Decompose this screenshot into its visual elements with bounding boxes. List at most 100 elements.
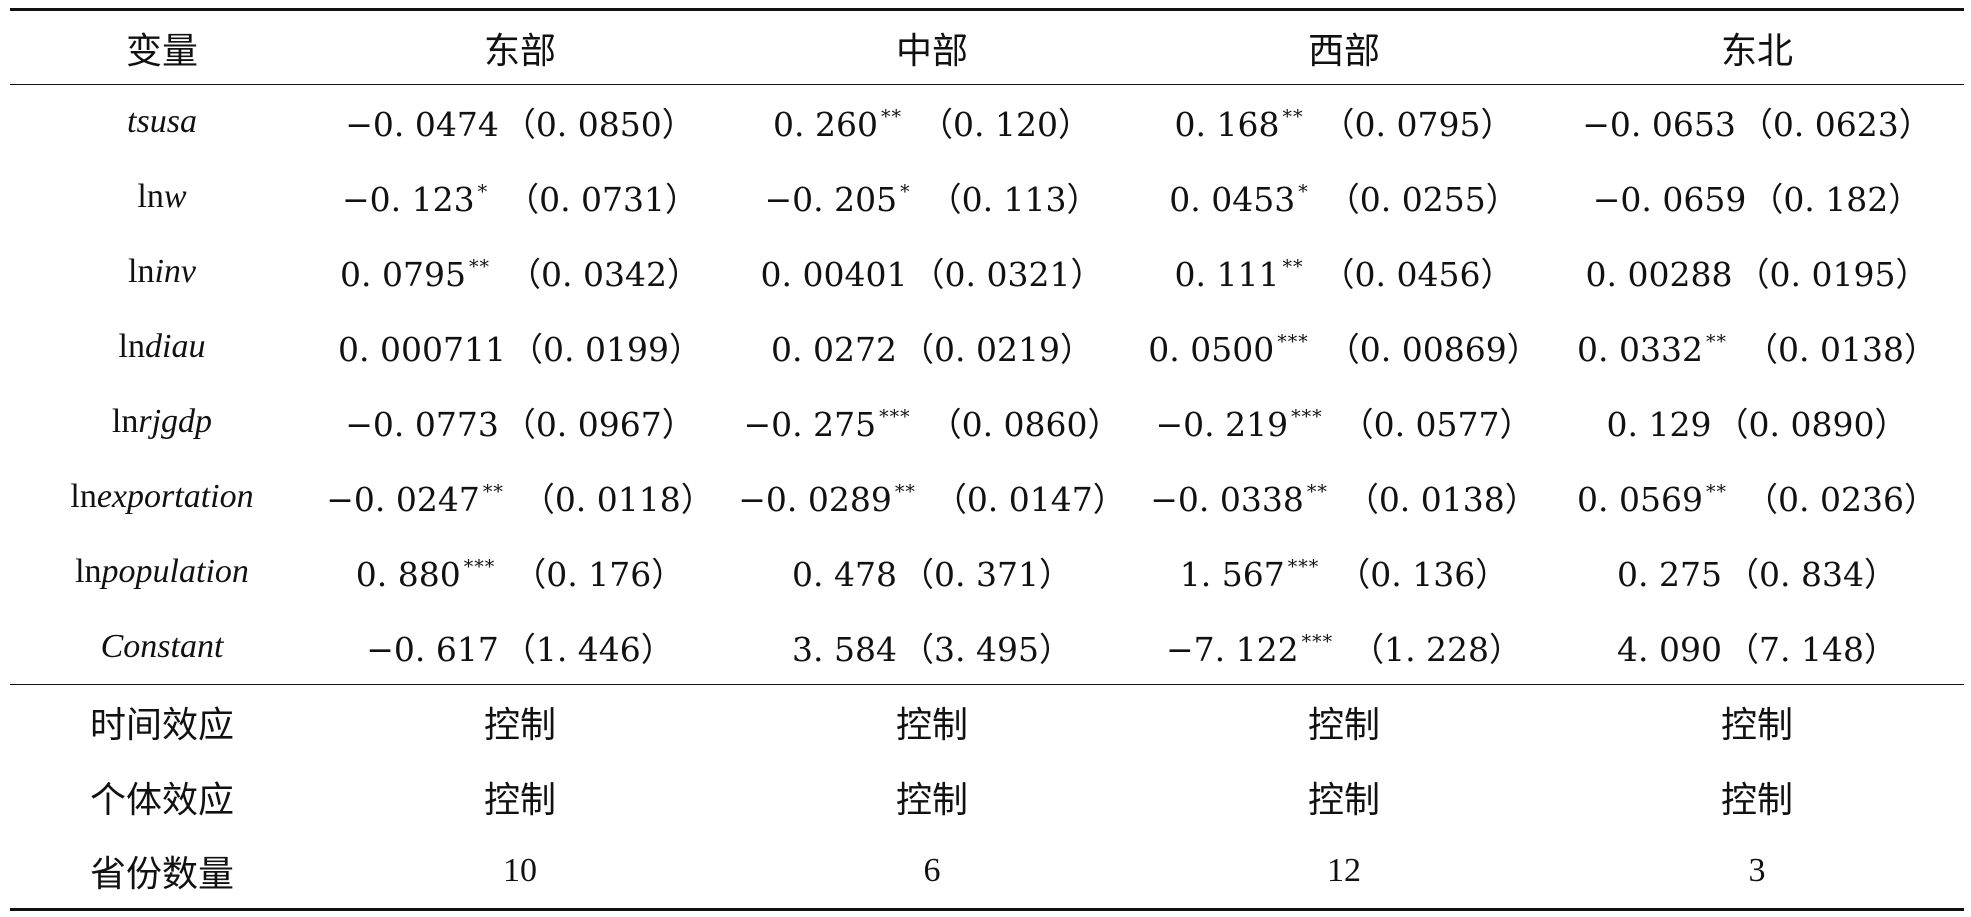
standard-error: （0. 0236）: [1745, 480, 1937, 519]
standard-error: （0. 0118）: [521, 480, 714, 519]
significance-stars: **: [1706, 331, 1727, 353]
standard-error: （0. 0138）: [1745, 330, 1937, 369]
coefficient-cell: 1. 567 *** （0. 136）: [1138, 535, 1550, 610]
table-row: tsusa −0. 0474 （0. 0850） 0. 260 ** （0. 120） 0.…: [10, 85, 1964, 160]
coefficient-cell: −0. 0653 （0. 0623）: [1550, 85, 1964, 160]
coefficient-value: 0. 0500: [1148, 330, 1275, 369]
footer-label-cell: 个体效应: [89, 780, 234, 821]
variable-name-cell: Constant: [10, 610, 314, 685]
header-northeast: 东北: [1550, 8, 1964, 85]
coefficient-cell: −0. 275 *** （0. 0860）: [726, 385, 1138, 460]
significance-stars: **: [1282, 256, 1304, 278]
standard-error: （0. 371）: [901, 555, 1072, 594]
significance-stars: **: [881, 106, 902, 129]
coefficient-value: 0. 00288: [1585, 255, 1733, 294]
coefficient-cell: 0. 0332 ** （0. 0138）: [1550, 310, 1964, 385]
variable-italic-name: inv: [154, 253, 196, 290]
footer-value-cell: 6: [726, 834, 1138, 911]
variable-italic-name: tsusa: [127, 103, 197, 141]
coefficient-value: 0. 478: [792, 555, 897, 594]
standard-error: （0. 0199）: [509, 330, 702, 369]
coefficient-value: 4. 090: [1617, 629, 1722, 669]
coefficient-value: −0. 275: [743, 405, 877, 444]
variable-italic-name: exportation: [96, 478, 254, 515]
table-row: lnw −0. 123 * （0. 0731） −0. 205 * （0. 113） 0. 0…: [10, 160, 1964, 235]
coefficient-cell: 0. 0795 ** （0. 0342）: [314, 235, 726, 310]
coefficient-value: 0. 00401: [760, 255, 908, 294]
coefficient-value: −0. 0247: [326, 480, 480, 519]
coefficient-value: 0. 880: [355, 555, 461, 594]
coefficient-value: 0. 0569: [1577, 480, 1703, 519]
standard-error: （0. 0456）: [1321, 255, 1514, 294]
variable-prefix: ln: [111, 403, 139, 440]
significance-stars: *: [1298, 181, 1309, 203]
coefficient-cell: 0. 260 ** （0. 120）: [726, 85, 1138, 160]
coefficient-cell: −0. 0247 ** （0. 0118）: [314, 460, 726, 535]
standard-error: （0. 0623）: [1739, 105, 1932, 145]
footer-row: 时间效应 控制 控制 控制 控制: [10, 684, 1964, 760]
significance-stars: **: [482, 481, 504, 503]
header-row: 变量 东部 中部 西部 东北: [10, 8, 1964, 85]
standard-error: （0. 136）: [1337, 555, 1509, 594]
variable-name-cell: tsusa: [10, 85, 314, 160]
regression-table-container: 变量 东部 中部 西部 东北 tsusa −0. 0474 （0. 0850） 0. …: [10, 8, 1964, 911]
table-body: tsusa −0. 0474 （0. 0850） 0. 260 ** （0. 120） 0.…: [10, 85, 1964, 911]
coefficient-cell: −0. 205 * （0. 113）: [726, 160, 1138, 235]
standard-error: （0. 176）: [513, 555, 685, 594]
significance-stars: ***: [1287, 556, 1320, 578]
coefficient-cell: −0. 617 （1. 446）: [314, 610, 726, 685]
standard-error: （0. 113）: [928, 180, 1100, 219]
standard-error: （0. 0147）: [933, 480, 1126, 519]
coefficient-value: 0. 168: [1174, 105, 1280, 145]
significance-stars: *: [900, 181, 911, 203]
coefficient-cell: −0. 219 *** （0. 0577）: [1138, 385, 1550, 460]
coefficient-cell: −0. 0659 （0. 182）: [1550, 160, 1964, 235]
variable-italic-name: diau: [145, 328, 206, 365]
coefficient-value: 1. 567: [1179, 555, 1285, 594]
coefficient-cell: 0. 0569 ** （0. 0236）: [1550, 460, 1964, 535]
table-row: lndiau 0. 000711 （0. 0199） 0. 0272 （0. 0219）…: [10, 310, 1964, 385]
standard-error: （0. 0255）: [1326, 180, 1519, 219]
variable-italic-name: Constant: [100, 627, 224, 665]
header-east: 东部: [314, 8, 726, 85]
coefficient-cell: −0. 0289 ** （0. 0147）: [726, 460, 1138, 535]
footer-row: 省份数量 10 6 12 3: [10, 834, 1964, 911]
regression-table: 变量 东部 中部 西部 东北 tsusa −0. 0474 （0. 0850） 0. …: [10, 8, 1964, 911]
header-central: 中部: [726, 8, 1138, 85]
standard-error: （0. 0967）: [502, 405, 695, 444]
table-row: lninv 0. 0795 ** （0. 0342） 0. 00401 （0. 0321）…: [10, 235, 1964, 310]
variable-name-cell: lndiau: [10, 310, 314, 385]
coefficient-cell: 0. 00288 （0. 0195）: [1550, 235, 1964, 310]
variable-name-cell: lnpopulation: [10, 535, 314, 610]
coefficient-cell: −0. 0773 （0. 0967）: [314, 385, 726, 460]
coefficient-value: −0. 205: [764, 180, 898, 219]
standard-error: （0. 0850）: [502, 105, 695, 145]
variable-name-cell: lninv: [10, 235, 314, 310]
coefficient-cell: 0. 0500 *** （0. 00869）: [1138, 310, 1550, 385]
variable-name-cell: lnexportation: [10, 460, 314, 535]
coefficient-cell: 3. 584 （3. 495）: [726, 610, 1138, 685]
table-row: lnrjgdp −0. 0773 （0. 0967） −0. 275 *** （0. 08…: [10, 385, 1964, 460]
variable-prefix: ln: [118, 328, 145, 365]
table-row: Constant −0. 617 （1. 446） 3. 584 （3. 495） −7.…: [10, 610, 1964, 685]
standard-error: （0. 0860）: [928, 405, 1121, 444]
standard-error: （7. 148）: [1726, 629, 1897, 669]
significance-stars: ***: [463, 556, 496, 578]
variable-italic-name: w: [163, 178, 187, 215]
coefficient-value: 0. 0272: [771, 330, 897, 369]
significance-stars: **: [1282, 106, 1304, 129]
coefficient-cell: 0. 000711 （0. 0199）: [314, 310, 726, 385]
standard-error: （0. 00869）: [1326, 330, 1540, 369]
significance-stars: **: [1706, 481, 1727, 503]
coefficient-cell: −0. 123 * （0. 0731）: [314, 160, 726, 235]
coefficient-cell: 0. 129 （0. 0890）: [1550, 385, 1964, 460]
standard-error: （0. 0342）: [508, 255, 700, 294]
footer-value-cell: 控制: [483, 780, 556, 821]
coefficient-value: −0. 0338: [1150, 480, 1304, 519]
variable-prefix: ln: [75, 553, 102, 590]
standard-error: （0. 0577）: [1340, 405, 1533, 444]
significance-stars: ***: [1277, 331, 1309, 353]
variable-prefix: ln: [137, 178, 164, 215]
variable-prefix: ln: [70, 478, 97, 515]
coefficient-cell: 0. 275 （0. 834）: [1550, 535, 1964, 610]
